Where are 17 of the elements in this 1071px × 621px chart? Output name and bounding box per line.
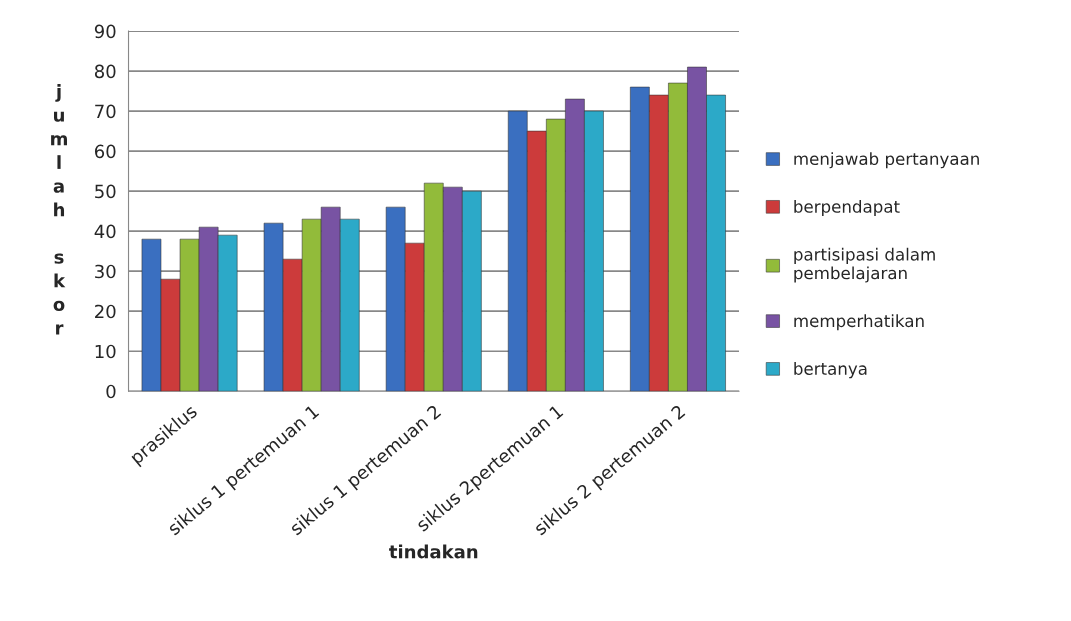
y-tick-label: 20 (95, 304, 116, 319)
y-tick-label: 10 (95, 344, 116, 359)
legend-label: partisipasi dalam pembelajaran (794, 247, 935, 283)
legend-label: bertanya (794, 362, 867, 379)
y-tick-label: 70 (95, 104, 116, 119)
legend-label: berpendapat (794, 199, 900, 217)
y-tick-label: 30 (95, 264, 116, 279)
legend-label: memperhatikan (794, 314, 924, 331)
y-tick-label: 40 (94, 224, 116, 239)
y-tick-label: 90 (94, 24, 116, 39)
legend-label: menjawab pertanyaan (794, 152, 979, 169)
y-tick-label: 80 (94, 64, 116, 79)
text: jumlah skor (51, 84, 67, 335)
x-axis-title: tindakan (389, 544, 478, 559)
y-tick-label: 0 (106, 384, 116, 399)
y-tick-label: 60 (95, 144, 116, 159)
y-tick-label: 50 (95, 184, 116, 199)
